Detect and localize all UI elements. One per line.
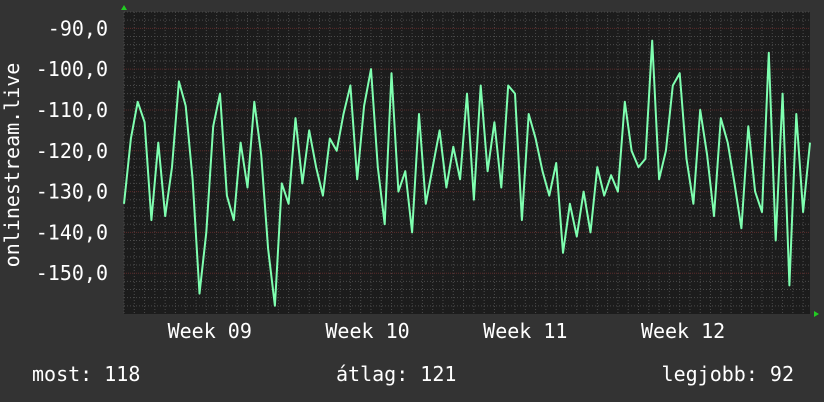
average-value-stat: átlag: 121 [336, 362, 457, 386]
y-tick-label: -140,0 [36, 220, 108, 244]
best-value-stat: legjobb: 92 [661, 362, 794, 386]
line-chart: -90,0 -100,0 -110,0 -120,0 -130,0 -140,0 -150,… [0, 5, 819, 343]
x-tick-label: Week 12 [641, 319, 725, 343]
y-tick-label: -100,0 [36, 57, 108, 81]
x-tick-label: Week 09 [168, 319, 252, 343]
y-tick-label: -90,0 [48, 16, 108, 40]
x-axis-arrow [814, 311, 819, 317]
y-axis-arrow [121, 5, 127, 10]
y-tick-label: -110,0 [36, 98, 108, 122]
y-tick-label: -120,0 [36, 139, 108, 163]
y-tick-label: -130,0 [36, 180, 108, 204]
series-line [123, 39, 811, 307]
x-tick-label: Week 11 [483, 319, 567, 343]
y-axis-label: onlinestream.live [0, 63, 24, 268]
current-value-stat: most: 118 [32, 362, 141, 386]
y-tick-label: -150,0 [36, 261, 108, 285]
x-tick-label: Week 10 [325, 319, 409, 343]
